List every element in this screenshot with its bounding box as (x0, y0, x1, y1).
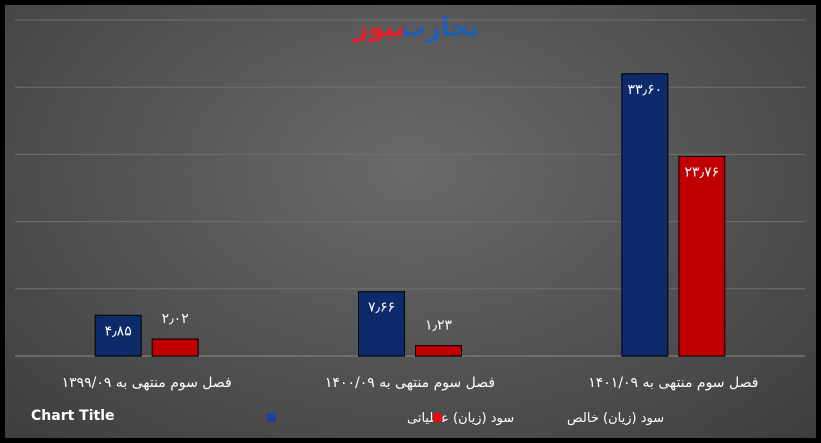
chart-frame: تجارت نیوز ۳۳٫۶۰ ۲۳٫۷۶ ۷٫۶۶ ۱٫۲۳ ۴٫۸۵ ۲٫۰۲ فص… (3, 3, 818, 440)
bar-net-0 (678, 155, 726, 357)
gridlines (15, 19, 805, 290)
value-label: ۱٫۲۳ (425, 318, 453, 334)
legend-swatch (433, 413, 442, 422)
bar-operating-2 (94, 314, 142, 357)
category-label: فصل سوم منتهی به ۱۴۰۰/۰۹ (325, 375, 495, 391)
value-labels: ۳۳٫۶۰ ۲۳٫۷۶ ۷٫۶۶ ۱٫۲۳ ۴٫۸۵ ۲٫۰۲ (105, 82, 720, 340)
bar-net-1 (415, 345, 462, 357)
legend-label: سود (زیان) عملیاتی (407, 411, 514, 426)
chart-svg: تجارت نیوز ۳۳٫۶۰ ۲۳٫۷۶ ۷٫۶۶ ۱٫۲۳ ۴٫۸۵ ۲٫۰۲ فص… (15, 13, 805, 426)
bar-net-2 (151, 338, 199, 357)
bar-operating-1 (358, 291, 405, 357)
logo-part1: تجارت (400, 13, 479, 43)
value-label: ۲۳٫۷۶ (685, 164, 720, 180)
chart-title: Chart Title (31, 408, 115, 424)
value-label: ۷٫۶۶ (368, 300, 395, 316)
legend-swatch (267, 413, 276, 422)
legend-label: سود (زیان) خالص (567, 411, 664, 426)
bars (94, 73, 726, 357)
bar-operating-0 (621, 73, 669, 357)
category-label: فصل سوم منتهی به ۱۴۰۱/۰۹ (588, 375, 758, 391)
logo-part2: نیوز (351, 13, 405, 43)
value-label: ۴٫۸۵ (105, 323, 132, 339)
legend: سود (زیان) عملیاتی سود (زیان) خالص (267, 411, 664, 426)
category-label: فصل سوم منتهی به ۱۳۹۹/۰۹ (62, 375, 232, 391)
category-labels: فصل سوم منتهی به ۱۴۰۱/۰۹ فصل سوم منتهی به… (62, 375, 759, 391)
value-label: ۳۳٫۶۰ (628, 82, 663, 98)
value-label: ۲٫۰۲ (162, 311, 189, 327)
